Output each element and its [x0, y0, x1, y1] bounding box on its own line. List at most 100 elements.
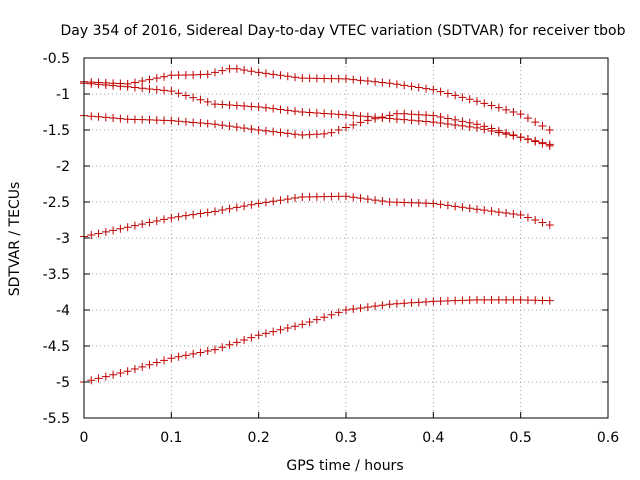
data-point [465, 95, 474, 104]
data-point [385, 300, 394, 309]
data-point [283, 72, 292, 81]
data-point [283, 106, 292, 115]
data-point [320, 74, 329, 83]
data-point [247, 333, 256, 342]
data-point [152, 358, 161, 367]
data-point [87, 376, 96, 385]
data-point [291, 73, 300, 82]
data-point [465, 296, 474, 305]
data-point [167, 213, 176, 222]
data-point [436, 113, 445, 122]
data-point [291, 107, 300, 116]
data-point [487, 124, 496, 133]
data-point [305, 130, 314, 139]
data-point [167, 71, 176, 80]
chart-title: Day 354 of 2016, Sidereal Day-to-day VTE… [60, 23, 625, 39]
data-point [225, 101, 234, 110]
data-point [523, 213, 532, 222]
data-point [531, 215, 540, 224]
data-point [371, 114, 380, 123]
data-point [502, 209, 511, 218]
data-point [356, 194, 365, 203]
data-point [436, 297, 445, 306]
data-point [429, 111, 438, 120]
data-point [160, 356, 169, 365]
data-point [487, 101, 496, 110]
data-point [385, 197, 394, 206]
data-point [116, 82, 125, 91]
data-point [472, 205, 481, 214]
data-point [341, 74, 350, 83]
data-point [181, 91, 190, 100]
y-axis-title: SDTVAR / TECUs [7, 182, 23, 297]
data-point [327, 310, 336, 319]
data-point [480, 206, 489, 215]
data-point [422, 111, 431, 120]
data-point [145, 218, 154, 227]
data-point [138, 115, 147, 124]
data-point [538, 296, 547, 305]
data-point [363, 303, 372, 312]
data-point [451, 115, 460, 124]
data-point [167, 354, 176, 363]
data-point [443, 89, 452, 98]
data-point [327, 109, 336, 118]
x-tick-label: 0 [80, 430, 89, 446]
data-point [232, 123, 241, 132]
data-point [123, 115, 132, 124]
data-point [210, 207, 219, 216]
data-point [109, 370, 118, 379]
y-tick-label: -5.5 [43, 411, 70, 427]
data-point [502, 295, 511, 304]
series-satellite-3 [80, 109, 554, 149]
data-point [283, 129, 292, 138]
data-point [334, 192, 343, 201]
data-point [400, 109, 409, 118]
data-point [254, 102, 263, 111]
data-point [291, 130, 300, 139]
data-point [218, 121, 227, 130]
data-point [436, 87, 445, 96]
data-point [138, 220, 147, 229]
data-point [203, 97, 212, 106]
data-point [94, 374, 103, 383]
data-point [414, 298, 423, 307]
data-point [494, 208, 503, 217]
data-point [341, 110, 350, 119]
data-point [152, 74, 161, 83]
data-point [174, 352, 183, 361]
data-point [261, 198, 270, 207]
data-point [283, 324, 292, 333]
x-tick-label: 0.2 [248, 430, 270, 446]
data-point [203, 119, 212, 128]
y-tick-label: -0.5 [43, 51, 70, 67]
x-axis-title: GPS time / hours [286, 458, 403, 474]
data-point [349, 111, 358, 120]
data-point [523, 296, 532, 305]
data-point [392, 109, 401, 118]
data-point [189, 70, 198, 79]
data-point [480, 99, 489, 108]
data-point [225, 122, 234, 131]
data-point [160, 116, 169, 125]
data-point [247, 200, 256, 209]
data-point [218, 206, 227, 215]
data-point [371, 196, 380, 205]
y-tick-label: -4 [56, 303, 70, 319]
data-point [341, 306, 350, 315]
data-point [465, 118, 474, 127]
data-series [80, 64, 554, 386]
data-point [94, 229, 103, 238]
data-point [261, 329, 270, 338]
data-point [516, 295, 525, 304]
data-point [130, 221, 139, 230]
data-point [414, 83, 423, 92]
data-point [152, 116, 161, 125]
y-tick-label: -1 [56, 87, 70, 103]
data-point [254, 125, 263, 134]
data-point [269, 70, 278, 79]
data-point [261, 69, 270, 78]
data-point [101, 372, 110, 381]
